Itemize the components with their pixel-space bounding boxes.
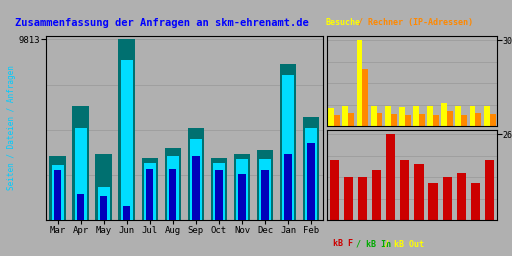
Bar [236,159,248,220]
Bar [433,114,439,126]
Bar [123,206,131,220]
Text: / kB Out: / kB Out [384,239,424,248]
Bar [239,174,246,220]
Bar [75,128,87,220]
Bar [376,113,382,126]
Bar [455,106,461,126]
Bar [419,114,425,126]
Bar [285,154,292,220]
Bar [146,169,154,220]
Text: Zusammenfassung der Anfragen an skm-ehrenamt.de: Zusammenfassung der Anfragen an skm-ehre… [15,18,309,28]
Bar [362,69,368,126]
Bar [121,60,133,220]
Bar [144,163,156,220]
Bar [457,174,466,220]
Bar [72,106,89,220]
Bar [358,177,367,220]
Bar [190,139,202,220]
Bar [262,170,269,220]
Bar [308,143,315,220]
Bar [49,156,66,220]
Bar [372,169,381,220]
Bar [405,114,411,126]
Text: / Rechner (IP-Adressen): / Rechner (IP-Adressen) [358,18,474,27]
Bar [77,194,84,220]
Bar [334,114,340,126]
Bar [95,154,112,220]
Bar [282,75,294,220]
Bar [213,163,225,220]
Bar [427,106,433,126]
Bar [385,106,391,126]
Bar [330,160,339,220]
Bar [429,183,438,220]
Bar [461,115,467,126]
Bar [356,40,362,126]
Bar [305,128,317,220]
Bar [303,117,319,220]
Bar [400,161,410,220]
Text: Besuche: Besuche [325,18,360,27]
Bar [348,113,354,126]
Bar [141,157,158,220]
Bar [484,106,489,126]
Bar [386,134,395,220]
Bar [52,165,63,220]
Bar [442,177,452,220]
Bar [233,154,250,220]
Text: / kB In: / kB In [356,239,391,248]
Bar [98,187,110,220]
Bar [413,106,419,126]
Bar [489,114,496,126]
Bar [485,161,494,220]
Bar [167,156,179,220]
Bar [259,159,271,220]
Bar [399,107,405,126]
Bar [328,108,334,126]
Bar [470,106,476,126]
Bar [371,106,376,126]
Bar [187,128,204,220]
Bar [192,156,200,220]
Bar [164,148,181,220]
Bar [471,183,480,220]
Bar [118,39,135,220]
Bar [100,196,108,220]
Bar [210,157,227,220]
Text: kB F: kB F [333,239,353,248]
Bar [441,103,447,126]
Bar [414,164,423,220]
Bar [344,177,353,220]
Y-axis label: Seiten / Dateien / Anfragen: Seiten / Dateien / Anfragen [7,66,15,190]
Bar [54,170,61,220]
Bar [280,64,296,220]
Bar [257,150,273,220]
Bar [343,106,348,126]
Bar [447,111,453,126]
Bar [476,113,481,126]
Bar [215,170,223,220]
Bar [391,114,397,126]
Bar [169,169,177,220]
